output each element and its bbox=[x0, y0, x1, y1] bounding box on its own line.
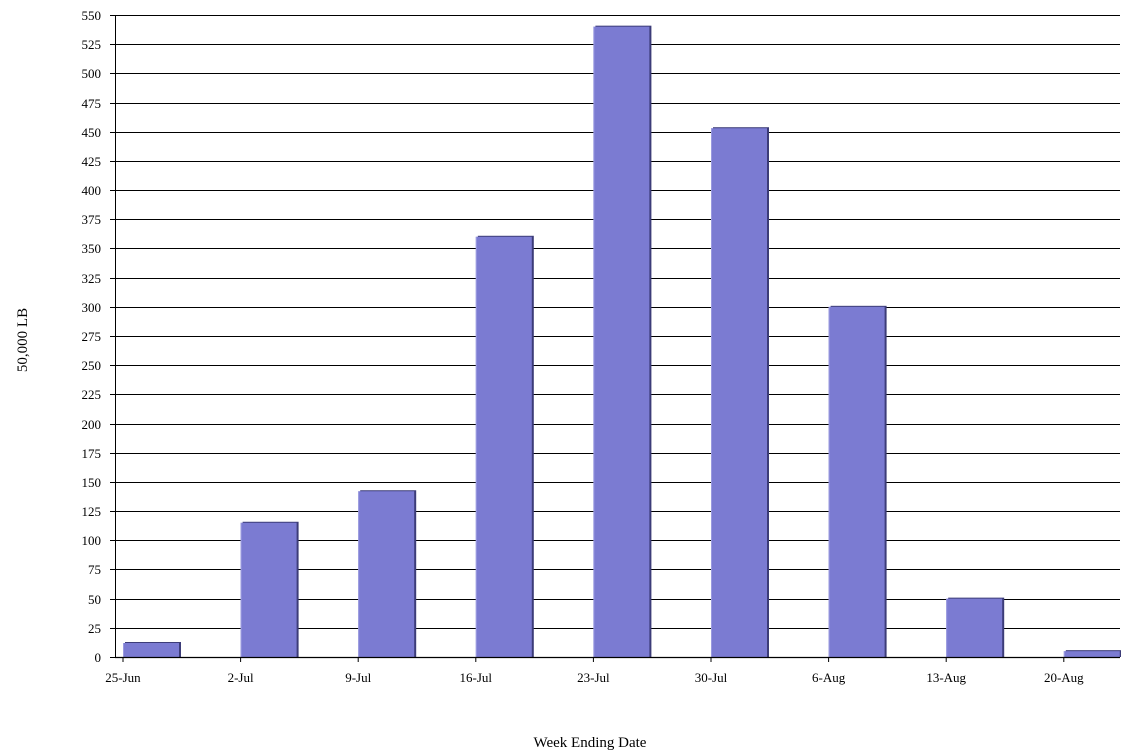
bar bbox=[711, 127, 769, 657]
bar bbox=[593, 25, 652, 657]
bar-body bbox=[240, 522, 297, 657]
bar-body bbox=[1063, 651, 1120, 657]
x-tick-labels: 25-Jun 2-Jul 9-Jul 16-Jul 23-Jul 30-Jul 6-Aug 1… bbox=[105, 657, 1084, 685]
bar-body bbox=[593, 26, 650, 657]
y-tick-label: 550 bbox=[82, 8, 102, 23]
bar bbox=[828, 305, 887, 657]
y-tick-label: 350 bbox=[82, 241, 102, 256]
y-tick-label: 325 bbox=[82, 271, 102, 286]
y-tick-label: 150 bbox=[82, 475, 102, 490]
bar bbox=[475, 235, 534, 658]
y-tick-label: 425 bbox=[82, 154, 102, 169]
bar bbox=[1063, 650, 1121, 657]
bar-body bbox=[711, 128, 767, 657]
x-tick-label: 2-Jul bbox=[228, 670, 254, 685]
y-tick-label: 25 bbox=[88, 621, 101, 636]
y-tick-label: 300 bbox=[82, 300, 102, 315]
y-tick-label: 200 bbox=[82, 417, 102, 432]
x-tick-label: 9-Jul bbox=[345, 670, 371, 685]
y-tick-label: 500 bbox=[82, 66, 102, 81]
axes bbox=[115, 15, 1120, 659]
y-tick-label: 50 bbox=[88, 592, 101, 607]
y-tick-labels: 0 25 50 75 100 125 150 175 200 225 250 275 300 325 350… bbox=[82, 8, 102, 665]
y-axis-title: 50,000 LB bbox=[15, 308, 31, 372]
y-tick-label: 275 bbox=[82, 329, 102, 344]
bar-body bbox=[358, 491, 415, 657]
bar-body bbox=[828, 306, 885, 657]
x-tick-label: 13-Aug bbox=[926, 670, 966, 685]
x-tick-label: 6-Aug bbox=[812, 670, 846, 685]
bars bbox=[123, 25, 1121, 658]
y-tick-label: 225 bbox=[82, 387, 102, 402]
bar bbox=[240, 521, 299, 657]
x-tick-label: 23-Jul bbox=[577, 670, 610, 685]
y-tick-label: 250 bbox=[82, 358, 102, 373]
x-tick-label: 16-Jul bbox=[460, 670, 493, 685]
y-tick-label: 475 bbox=[82, 96, 102, 111]
y-tick-label: 100 bbox=[82, 533, 102, 548]
bar bbox=[123, 641, 181, 657]
y-tick-label: 175 bbox=[82, 446, 102, 461]
y-tick-label: 400 bbox=[82, 183, 102, 198]
x-tick-label: 25-Jun bbox=[105, 670, 141, 685]
y-tick-label: 375 bbox=[82, 212, 102, 227]
x-tick-label: 20-Aug bbox=[1044, 670, 1084, 685]
y-tick-label: 75 bbox=[88, 562, 101, 577]
x-tick-label: 30-Jul bbox=[695, 670, 728, 685]
y-tick-label: 450 bbox=[82, 125, 102, 140]
y-tick-label: 125 bbox=[82, 504, 102, 519]
bar-body bbox=[123, 642, 179, 657]
x-axis-title: Week Ending Date bbox=[534, 735, 647, 751]
y-tick-label: 525 bbox=[82, 37, 102, 52]
bar bbox=[946, 597, 1005, 657]
bar-body bbox=[475, 236, 532, 658]
bar-body bbox=[946, 598, 1003, 657]
bar bbox=[358, 490, 417, 657]
y-tick-label: 0 bbox=[95, 650, 102, 665]
